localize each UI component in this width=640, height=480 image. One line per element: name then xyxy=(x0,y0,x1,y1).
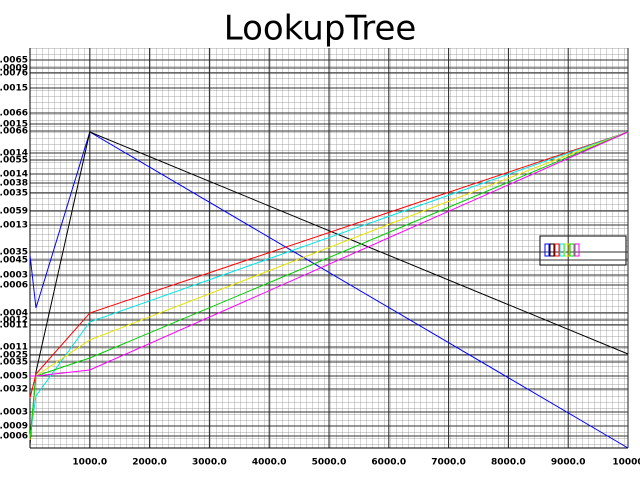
x-tick-label: 8000.0 xyxy=(491,458,526,468)
series-line xyxy=(29,131,629,449)
x-tick-label: 1000.0 xyxy=(72,458,107,468)
legend-swatch xyxy=(574,243,580,257)
y-tick-label: 0.0015 xyxy=(0,120,28,130)
y-tick-label: 0.0003 xyxy=(0,408,28,418)
y-tick-label: 0.0003 xyxy=(0,271,28,281)
x-tick-label: 9000.0 xyxy=(551,458,586,468)
legend-swatch xyxy=(549,243,555,257)
y-tick-label: 0.0065 xyxy=(0,56,28,66)
legend-swatch xyxy=(559,243,565,257)
x-tick-label: 10000 xyxy=(612,458,640,468)
y-tick-label: 0.0055 xyxy=(0,156,28,166)
y-tick-label: 0.0035 xyxy=(0,248,28,258)
y-tick-label: 0.0059 xyxy=(0,207,28,217)
y-tick-label: 0.0013 xyxy=(0,221,28,231)
y-tick-label: 0.0014 xyxy=(0,149,28,159)
y-tick-label: 0.0009 xyxy=(0,422,28,432)
y-tick-label: 0.0066 xyxy=(0,127,28,137)
y-tick-label: 0.0014 xyxy=(0,170,28,180)
x-tick-label: 3000.0 xyxy=(192,458,227,468)
x-tick-label: 7000.0 xyxy=(431,458,466,468)
legend xyxy=(539,235,627,266)
series-line xyxy=(29,131,629,439)
series-line xyxy=(29,131,629,437)
y-tick-label: 0.0006 xyxy=(0,281,28,291)
x-tick-label: 4000.0 xyxy=(252,458,287,468)
y-tick-label: 0.0011 xyxy=(0,321,28,331)
y-tick-label: 0.0066 xyxy=(0,109,28,119)
series-line xyxy=(29,131,629,399)
y-tick-label: 0.0076 xyxy=(0,69,28,79)
y-tick-label: 0.0012 xyxy=(0,316,28,326)
x-tick-label: 6000.0 xyxy=(371,458,406,468)
legend-swatch xyxy=(554,243,560,257)
x-tick-label: 5000.0 xyxy=(312,458,347,468)
legend-swatch xyxy=(569,243,575,257)
y-tick-label: 0.0045 xyxy=(0,256,28,266)
y-tick-label: 0.0038 xyxy=(0,179,28,189)
y-tick-label: 0.0035 xyxy=(0,189,28,199)
chart-title: LookupTree xyxy=(224,9,417,49)
y-tick-label: 0.0006 xyxy=(0,432,28,442)
y-tick-label: 0.0009 xyxy=(0,64,28,74)
y-tick-label: 0.0035 xyxy=(0,358,28,368)
y-tick-label: 0.0025 xyxy=(0,351,28,361)
legend-swatch xyxy=(564,243,570,257)
y-tick-label: 0.0004 xyxy=(0,309,28,319)
y-tick-label: 0.0005 xyxy=(0,372,28,382)
legend-swatch xyxy=(544,243,550,257)
y-tick-label: 0.0015 xyxy=(0,84,28,94)
series-line xyxy=(30,131,629,377)
x-tick-label: 2000.0 xyxy=(132,458,167,468)
y-tick-label: 0.0032 xyxy=(0,385,28,395)
y-tick-label: 0.0011 xyxy=(0,343,28,353)
